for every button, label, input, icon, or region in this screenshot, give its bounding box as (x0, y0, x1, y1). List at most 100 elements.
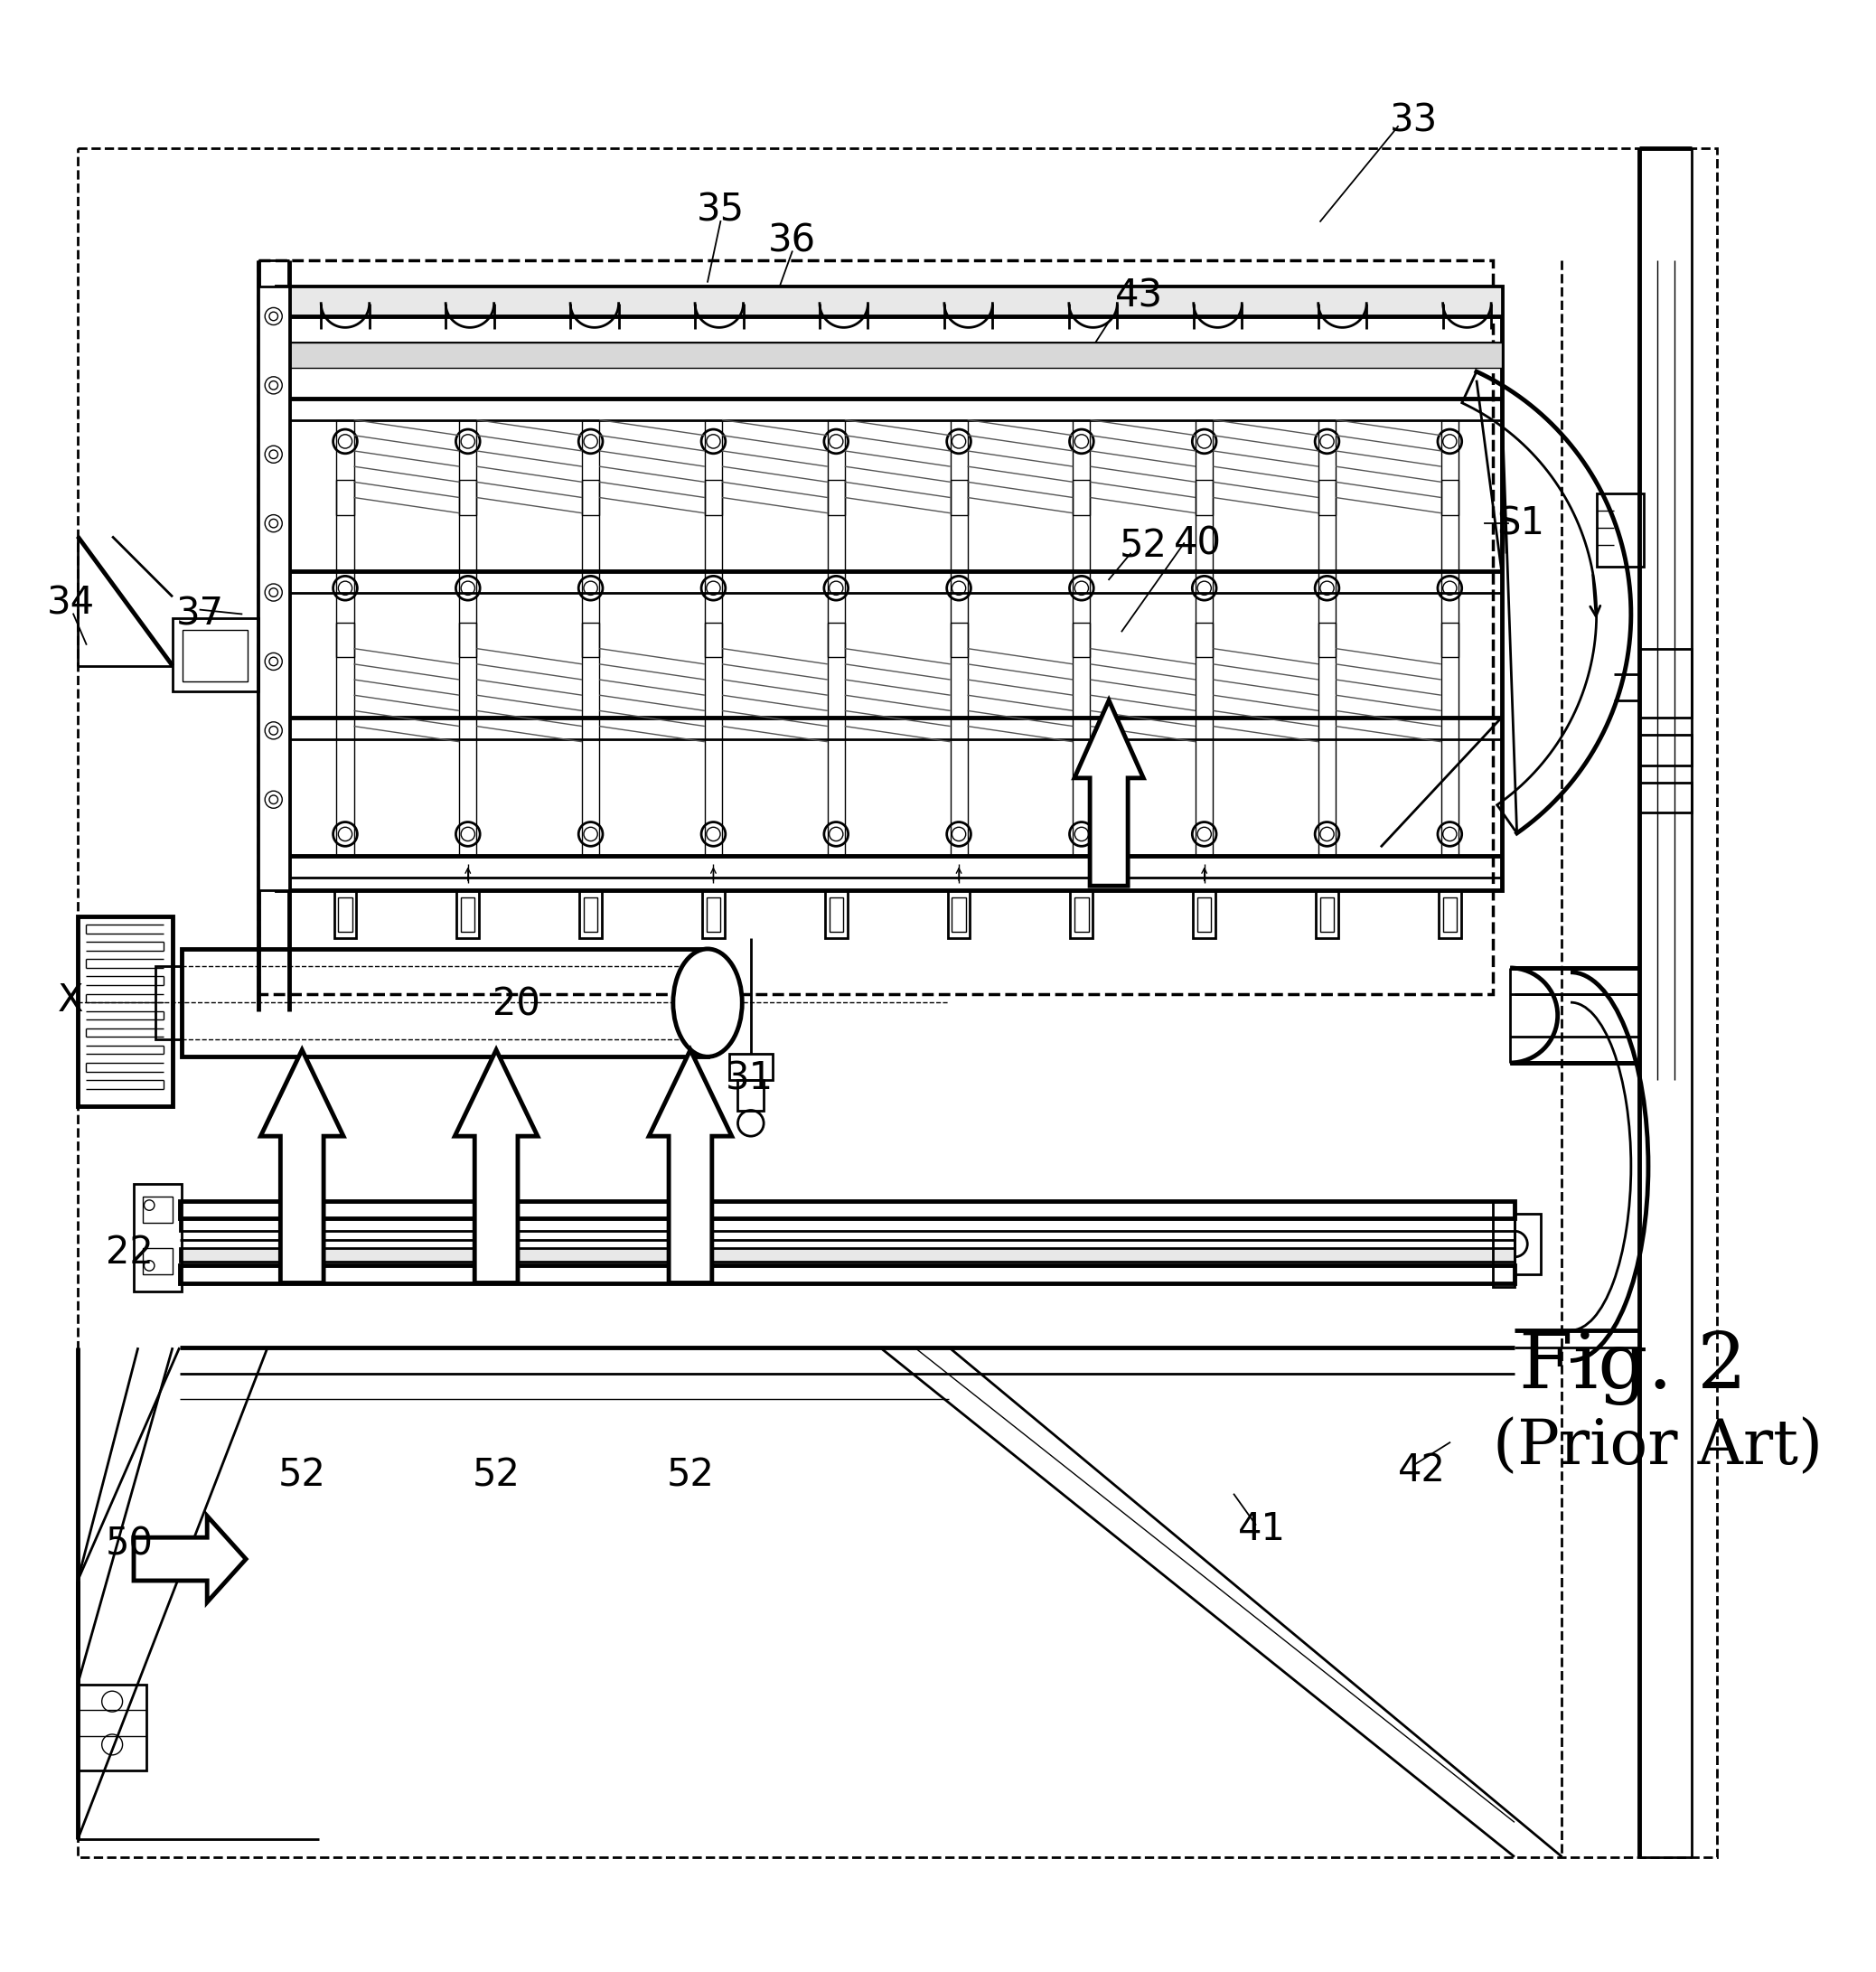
Text: 52: 52 (666, 1457, 715, 1495)
Bar (1596, 493, 1643, 566)
Bar (1195, 481, 1214, 515)
Bar (77, 917, 173, 1106)
Bar (180, 1266, 1514, 1284)
Bar (1441, 420, 1458, 856)
Text: Fig. 2: Fig. 2 (1520, 1331, 1747, 1406)
Text: 37: 37 (176, 596, 223, 633)
Bar (1315, 889, 1338, 937)
Text: 52: 52 (473, 1457, 520, 1495)
Text: 33: 33 (1390, 101, 1437, 140)
Text: 20: 20 (492, 986, 540, 1023)
Bar (143, 1197, 173, 1223)
Text: (Prior Art): (Prior Art) (1493, 1416, 1823, 1477)
Bar (1197, 897, 1212, 931)
Bar (1443, 897, 1456, 931)
Bar (947, 889, 970, 937)
Bar (705, 420, 722, 856)
Bar (143, 1248, 173, 1274)
Bar (730, 1055, 773, 1081)
Text: 36: 36 (767, 223, 816, 260)
Bar (1640, 649, 1692, 718)
Bar (827, 623, 844, 657)
Bar (1075, 897, 1088, 931)
Text: 52: 52 (1120, 528, 1167, 566)
Text: 52: 52 (278, 1457, 326, 1495)
Bar (1073, 420, 1090, 856)
Bar (259, 286, 289, 889)
Bar (951, 623, 968, 657)
Bar (1193, 889, 1216, 937)
Bar (336, 420, 355, 856)
Text: S1: S1 (1497, 505, 1544, 542)
Polygon shape (454, 1049, 538, 1284)
Bar (583, 897, 598, 931)
Bar (1640, 783, 1692, 812)
Bar (173, 619, 259, 692)
Bar (1073, 623, 1090, 657)
Bar (702, 889, 724, 937)
Bar (829, 897, 842, 931)
Ellipse shape (673, 949, 743, 1057)
Bar (156, 966, 182, 1039)
Bar (1073, 481, 1090, 515)
Bar (259, 260, 1493, 994)
Bar (705, 481, 722, 515)
Bar (460, 481, 477, 515)
Bar (1071, 889, 1094, 937)
Bar (1441, 623, 1458, 657)
Bar (1319, 481, 1336, 515)
Bar (737, 1081, 764, 1110)
Bar (184, 629, 248, 682)
Bar (951, 897, 966, 931)
Polygon shape (261, 1049, 343, 1284)
Bar (580, 889, 602, 937)
Bar (582, 623, 598, 657)
Text: 22: 22 (105, 1234, 154, 1272)
Bar (1439, 889, 1461, 937)
Bar (582, 420, 598, 856)
Bar (460, 623, 477, 657)
Bar (276, 343, 1501, 369)
Bar (182, 949, 707, 1057)
Text: 35: 35 (696, 191, 745, 229)
Bar (276, 286, 1501, 316)
Bar (1441, 481, 1458, 515)
Polygon shape (649, 1049, 732, 1284)
Bar (827, 420, 844, 856)
Bar (276, 286, 1501, 889)
Bar (825, 889, 848, 937)
Bar (461, 897, 475, 931)
Text: 40: 40 (1174, 525, 1221, 562)
Bar (1640, 736, 1692, 765)
Bar (334, 889, 356, 937)
Bar (951, 420, 968, 856)
Bar (705, 623, 722, 657)
Text: 43: 43 (1114, 278, 1163, 316)
Bar (133, 1183, 182, 1292)
Bar (77, 1684, 146, 1771)
Bar (180, 1219, 1514, 1231)
Bar (707, 897, 720, 931)
Bar (827, 481, 844, 515)
Bar (456, 889, 478, 937)
Text: 50: 50 (105, 1526, 154, 1564)
Polygon shape (133, 1516, 246, 1601)
Text: 41: 41 (1238, 1511, 1285, 1548)
Bar (951, 481, 968, 515)
Bar (180, 1248, 1514, 1262)
Text: X: X (58, 982, 84, 1020)
Bar (1195, 420, 1214, 856)
Bar (1319, 623, 1336, 657)
Bar (338, 897, 353, 931)
Bar (460, 420, 477, 856)
Bar (1195, 623, 1214, 657)
Polygon shape (1075, 700, 1142, 885)
Text: 34: 34 (47, 584, 96, 623)
Bar (1319, 420, 1336, 856)
Bar (582, 481, 598, 515)
Bar (180, 1201, 1514, 1219)
Text: 31: 31 (724, 1059, 773, 1096)
Bar (1514, 1215, 1540, 1274)
Bar (1493, 1201, 1514, 1288)
Bar (336, 481, 355, 515)
